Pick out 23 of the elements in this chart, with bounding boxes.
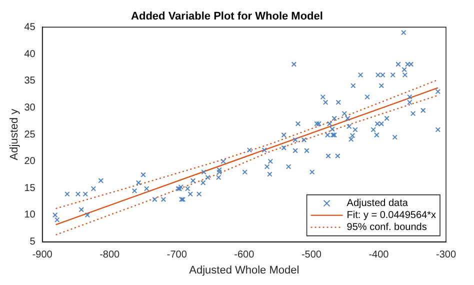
x-tick-label: -400 bbox=[368, 250, 390, 261]
y-tick-label: 35 bbox=[24, 76, 36, 87]
y-tick-label: 15 bbox=[24, 182, 36, 194]
y-tick-label: 40 bbox=[24, 48, 36, 60]
legend-label: 95% conf. bounds bbox=[346, 222, 427, 234]
y-tick-label: 20 bbox=[24, 156, 36, 168]
legend-label: Adjusted data bbox=[346, 198, 408, 210]
chart-title: Added Variable Plot for Whole Model bbox=[131, 10, 323, 23]
y-tick-label: 5 bbox=[30, 236, 36, 248]
y-axis-title: Adjusted y bbox=[8, 108, 21, 160]
x-tick-label: -800 bbox=[100, 250, 120, 261]
y-tick-label: 30 bbox=[24, 102, 36, 114]
y-tick-label: 25 bbox=[24, 129, 36, 140]
x-tick-label: -300 bbox=[436, 250, 456, 261]
x-tick-label: -500 bbox=[301, 250, 322, 261]
x-axis-title: Adjusted Whole Model bbox=[189, 264, 300, 276]
x-tick-label: -700 bbox=[166, 250, 188, 261]
x-tick-label: -900 bbox=[32, 250, 53, 261]
line-series bbox=[55, 79, 439, 210]
legend-label: Fit: y = 0.0449564*x bbox=[346, 210, 436, 222]
y-tick-label: 10 bbox=[24, 210, 36, 221]
x-tick-label: -600 bbox=[234, 250, 255, 261]
y-tick-label: 45 bbox=[24, 22, 36, 33]
